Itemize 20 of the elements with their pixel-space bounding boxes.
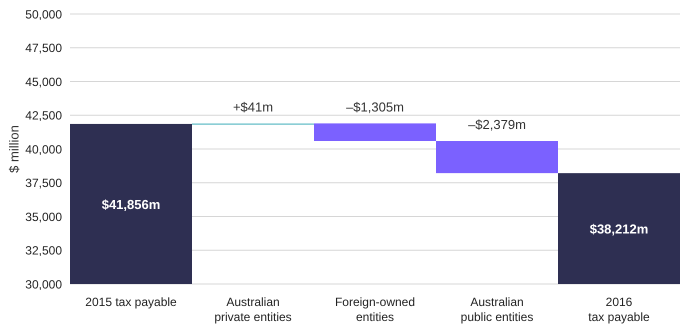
x-tick-label: 2015 tax payable	[85, 295, 178, 309]
y-tick-label: 47,500	[25, 41, 62, 56]
y-tick-label: 42,500	[25, 108, 62, 123]
y-tick-label: 32,500	[25, 244, 62, 258]
x-tick-label: 2016 tax payable	[588, 295, 650, 324]
data-label: $41,856m	[102, 196, 160, 212]
data-label: $38,212m	[590, 222, 648, 237]
data-label: –$1,305m	[346, 99, 404, 114]
x-tick-label: Australian public entities	[460, 295, 534, 324]
y-tick-label: 30,000	[25, 277, 62, 292]
y-axis-title: $ million	[6, 125, 22, 173]
y-tick-label: 37,500	[25, 176, 62, 190]
y-tick-label: 45,000	[25, 74, 62, 89]
data-label: +$41m	[232, 99, 274, 114]
data-label: –$2,379m	[468, 117, 526, 132]
x-tick-label: Foreign-owned entities	[334, 295, 416, 324]
y-tick-label: 40,000	[25, 142, 62, 156]
y-tick-label: 35,000	[25, 210, 62, 224]
x-tick-label: Australian private entities	[214, 295, 292, 324]
y-tick-label: 50,000	[25, 7, 62, 22]
